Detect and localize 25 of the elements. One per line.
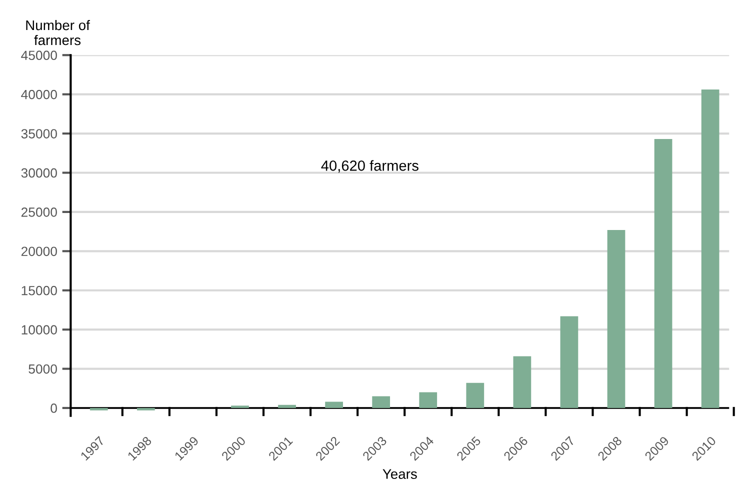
bar — [136, 408, 155, 410]
bar — [701, 89, 720, 408]
y-axis-title: Number of farmers — [26, 20, 90, 46]
y-tick-label: 15000 — [22, 286, 57, 296]
y-tick-label: 0 — [50, 404, 57, 413]
bar — [513, 356, 532, 408]
bar — [278, 404, 296, 408]
bar — [90, 408, 108, 410]
annotation: 40,620 farmers — [321, 160, 418, 173]
y-tick-label: 10000 — [22, 325, 57, 334]
y-tick-label: 20000 — [21, 246, 57, 256]
bar — [560, 316, 578, 408]
bar — [372, 396, 390, 408]
bar — [607, 230, 626, 408]
y-tick-label: 30000 — [21, 168, 57, 178]
bar — [654, 139, 672, 408]
bar — [419, 392, 438, 408]
x-axis-title: Years — [382, 469, 417, 479]
bar — [325, 402, 343, 408]
y-tick-label: 35000 — [21, 129, 57, 138]
y-tick-label: 5000 — [28, 364, 57, 374]
bar — [466, 382, 484, 408]
y-tick-label: 25000 — [21, 208, 57, 217]
y-tick-label: 45000 — [21, 50, 57, 60]
y-tick-label: 40000 — [21, 90, 57, 100]
